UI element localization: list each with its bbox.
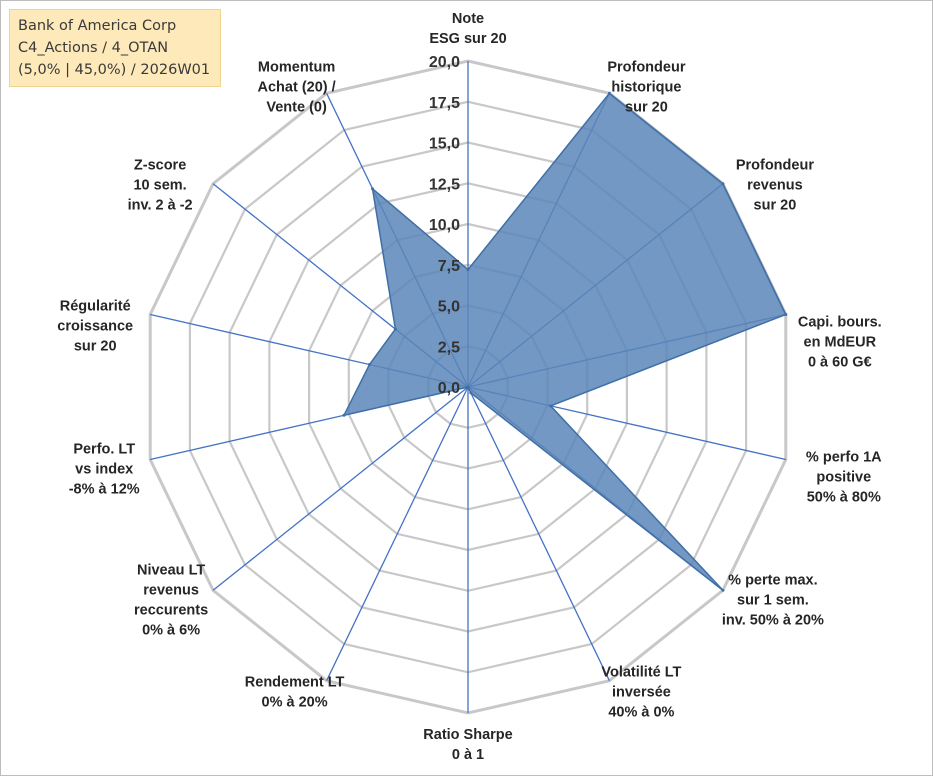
axis-label-line: Note	[452, 11, 484, 27]
axis-label: % perfo 1A positive 50% à 80%	[806, 450, 882, 506]
axis-label-line: Momentum	[258, 59, 335, 75]
axis-spoke	[212, 386, 469, 591]
axis-label-line: vs index	[75, 462, 133, 478]
radar-axis-labels: Note ESG sur 20 Profondeur historique sur 20…	[57, 11, 882, 763]
axis-label-line: sur 20	[625, 99, 668, 115]
axis-label-line: en MdEUR	[804, 335, 877, 351]
axis-label-line: sur 20	[754, 198, 797, 214]
axis-label-line: 40% à 0%	[608, 705, 674, 721]
axis-label-line: 10 sem.	[133, 178, 186, 194]
data-point	[371, 187, 374, 191]
axis-label: Niveau LT revenus reccurents 0% à 6%	[134, 562, 208, 638]
data-point	[393, 327, 397, 331]
axis-label-line: revenus	[747, 178, 803, 194]
axis-label-line: Profondeur	[736, 158, 814, 174]
data-point	[549, 404, 553, 408]
axis-label: Ratio Sharpe 0 à 1	[423, 727, 512, 763]
axis-label-line: Z-score	[134, 158, 186, 174]
axis-label: Volatilité LT inversée 40% à 0%	[601, 665, 681, 721]
tick-label: 10,0	[429, 217, 460, 234]
axis-label: Note ESG sur 20	[429, 11, 506, 47]
axis-label-line: 0 à 60 G€	[808, 355, 872, 371]
axis-label-line: revenus	[143, 582, 199, 598]
axis-label-line: historique	[611, 79, 681, 95]
axis-label-line: 0% à 20%	[262, 695, 328, 711]
axis-label-line: Régularité	[60, 299, 131, 315]
axis-label-line: Profondeur	[607, 59, 685, 75]
info-portfolio: C4_Actions / 4_OTAN	[18, 40, 169, 56]
info-box: Bank of America Corp C4_Actions / 4_OTAN…	[9, 9, 221, 87]
axis-label-line: Achat (20) /	[258, 79, 336, 95]
tick-label: 12,5	[429, 176, 460, 193]
axis-label: Régularité croissance sur 20	[57, 299, 133, 355]
axis-label-line: inv. 50% à 20%	[722, 612, 824, 628]
series-area	[342, 92, 787, 591]
axis-label: Profondeur historique sur 20	[607, 59, 685, 115]
tick-label: 2,5	[438, 339, 460, 356]
tick-label: 17,5	[429, 95, 460, 112]
axis-label-line: sur 20	[74, 339, 117, 355]
axis-spoke	[467, 386, 610, 681]
tick-label: 5,0	[438, 299, 460, 316]
data-point	[469, 391, 473, 395]
data-point	[466, 268, 470, 272]
axis-label-line: inv. 2 à -2	[128, 198, 193, 214]
axis-label: Perfo. LT vs index -8% à 12%	[69, 442, 140, 498]
axis-label-line: positive	[816, 470, 871, 486]
data-point	[721, 588, 725, 592]
tick-label: 20,0	[429, 54, 460, 71]
axis-label-line: reccurents	[134, 602, 208, 618]
info-params: (5,0% | 45,0%) / 2026W01	[18, 62, 211, 78]
data-point	[342, 413, 346, 417]
radar-series	[342, 91, 788, 592]
tick-label: 0,0	[438, 380, 460, 397]
axis-label-line: Vente (0)	[266, 99, 327, 115]
radar-tick-labels: 0,0 2,5 5,0 7,5 10,0 12,5 15,0 17,5 20,0	[429, 54, 460, 397]
axis-label: Profondeur revenus sur 20	[736, 158, 814, 214]
axis-label: Z-score 10 sem. inv. 2 à -2	[128, 158, 193, 214]
axis-label-line: Rendement LT	[245, 675, 345, 691]
axis-label-line: sur 1 sem.	[737, 592, 809, 608]
axis-label-line: Capi. bours.	[798, 315, 882, 331]
axis-label-line: croissance	[57, 319, 133, 335]
tick-label: 7,5	[438, 258, 460, 275]
axis-label-line: Niveau LT	[137, 562, 205, 578]
axis-label-line: -8% à 12%	[69, 482, 140, 498]
data-point	[466, 385, 470, 389]
info-company-name: Bank of America Corp	[18, 18, 177, 34]
axis-label-line: 0 à 1	[452, 747, 484, 763]
axis-label-line: Volatilité LT	[601, 665, 681, 681]
axis-label: Rendement LT 0% à 20%	[245, 675, 345, 711]
axis-label-line: Perfo. LT	[73, 442, 135, 458]
axis-label-line: % perte max.	[728, 572, 817, 588]
axis-label-line: 0% à 6%	[142, 622, 200, 638]
axis-label-line: ESG sur 20	[429, 31, 506, 47]
axis-label-line: Ratio Sharpe	[423, 727, 512, 743]
data-point	[368, 363, 371, 366]
axis-label-line: inversée	[612, 685, 671, 701]
axis-spoke	[326, 386, 469, 681]
tick-label: 15,0	[429, 136, 460, 153]
data-point	[721, 182, 725, 186]
axis-label: Momentum Achat (20) / Vente (0)	[258, 59, 336, 115]
axis-label: % perte max. sur 1 sem. inv. 50% à 20%	[722, 572, 824, 628]
axis-label: Capi. bours. en MdEUR 0 à 60 G€	[798, 315, 882, 371]
axis-label-line: 50% à 80%	[807, 490, 881, 506]
data-point	[784, 313, 788, 316]
axis-label-line: % perfo 1A	[806, 450, 882, 466]
data-point	[607, 91, 611, 95]
